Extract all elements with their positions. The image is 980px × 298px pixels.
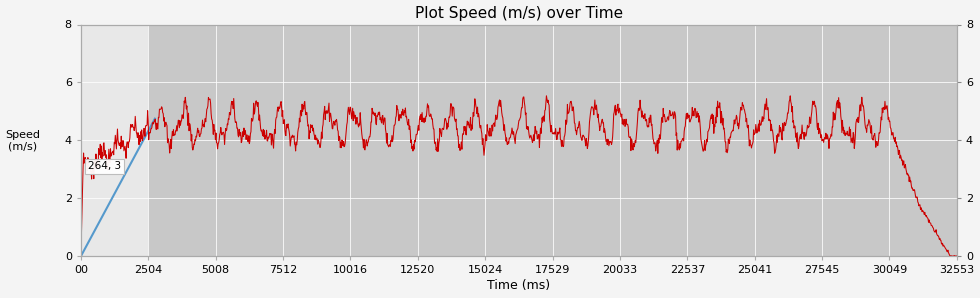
Text: 264, 3: 264, 3 <box>88 161 122 171</box>
Bar <box>81 24 148 256</box>
Title: Plot Speed (m/s) over Time: Plot Speed (m/s) over Time <box>415 6 623 21</box>
Y-axis label: Speed
(m/s): Speed (m/s) <box>6 130 40 151</box>
X-axis label: Time (ms): Time (ms) <box>487 280 551 292</box>
